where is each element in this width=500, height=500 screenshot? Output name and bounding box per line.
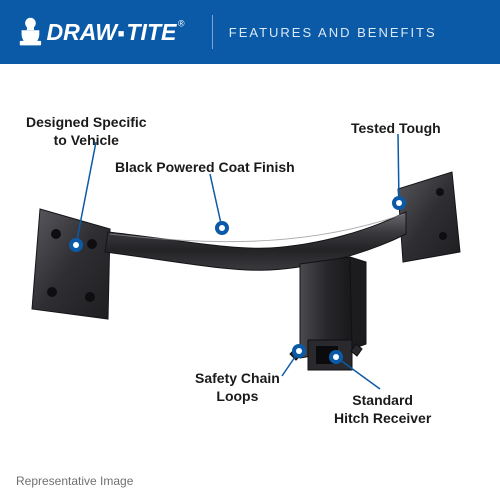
logo-text-prefix: DRAW xyxy=(46,19,119,45)
callout-leader-designed xyxy=(76,142,96,245)
brand-logo: DRAW TITE ® xyxy=(0,16,196,48)
header-bar: DRAW TITE ® FEATURES AND BENEFITS xyxy=(0,0,500,64)
logo-text-suffix: TITE xyxy=(126,19,177,45)
callout-label-finish: Black Powered Coat Finish xyxy=(115,159,295,177)
callout-label-receiver: StandardHitch Receiver xyxy=(334,392,431,427)
trailer-ball-icon xyxy=(20,18,41,46)
header-subtitle: FEATURES AND BENEFITS xyxy=(229,25,437,40)
callout-label-tested: Tested Tough xyxy=(351,120,441,138)
callout-leader-receiver xyxy=(336,357,380,389)
drawtite-logo-svg: DRAW TITE ® xyxy=(18,16,196,48)
logo-registered: ® xyxy=(178,19,185,29)
callout-label-designed: Designed Specificto Vehicle xyxy=(26,114,147,149)
callout-label-chain: Safety ChainLoops xyxy=(195,370,280,405)
callout-leader-finish xyxy=(210,174,222,228)
diagram-stage: Designed Specificto Vehicle Black Powered… xyxy=(0,64,500,500)
footer-caption: Representative Image xyxy=(16,474,133,488)
callout-leader-tested xyxy=(398,134,399,203)
header-divider xyxy=(212,15,213,49)
